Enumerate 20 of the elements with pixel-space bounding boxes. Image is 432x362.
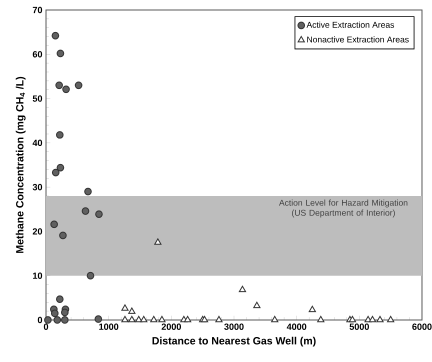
x-tick-label: 4000 xyxy=(286,324,306,330)
y-tick-label: 20 xyxy=(32,228,42,235)
legend-label: Nonactive Extraction Areas xyxy=(307,36,409,42)
x-tick-label: 6000 xyxy=(412,324,432,330)
y-tick-label: 10 xyxy=(33,272,42,279)
x-tick-label: 3000 xyxy=(224,324,244,330)
band-label: Action Level for Hazard Mitigation (US Department of Interior) xyxy=(278,200,408,218)
y-tick-label: 40 xyxy=(32,140,42,146)
x-tick-label: 2000 xyxy=(162,324,181,330)
y-tick-label: 0 xyxy=(38,316,42,324)
x-tick-label: 1000 xyxy=(99,324,118,330)
x-tick-label: 5000 xyxy=(350,324,369,330)
legend-label: Active Extraction Areas xyxy=(306,22,394,28)
y-tick-label: 60 xyxy=(32,51,42,58)
x-tick-label: 0 xyxy=(44,324,48,330)
y-tick-label: 30 xyxy=(32,184,42,190)
y-axis-title: Methane Concentration (mg CH$_{4}$ /L) xyxy=(16,76,26,253)
x-axis-title: Distance to Nearest Gas Well (m) xyxy=(152,336,316,347)
y-tick-label: 70 xyxy=(32,6,42,14)
y-tick-label: 50 xyxy=(32,95,42,102)
